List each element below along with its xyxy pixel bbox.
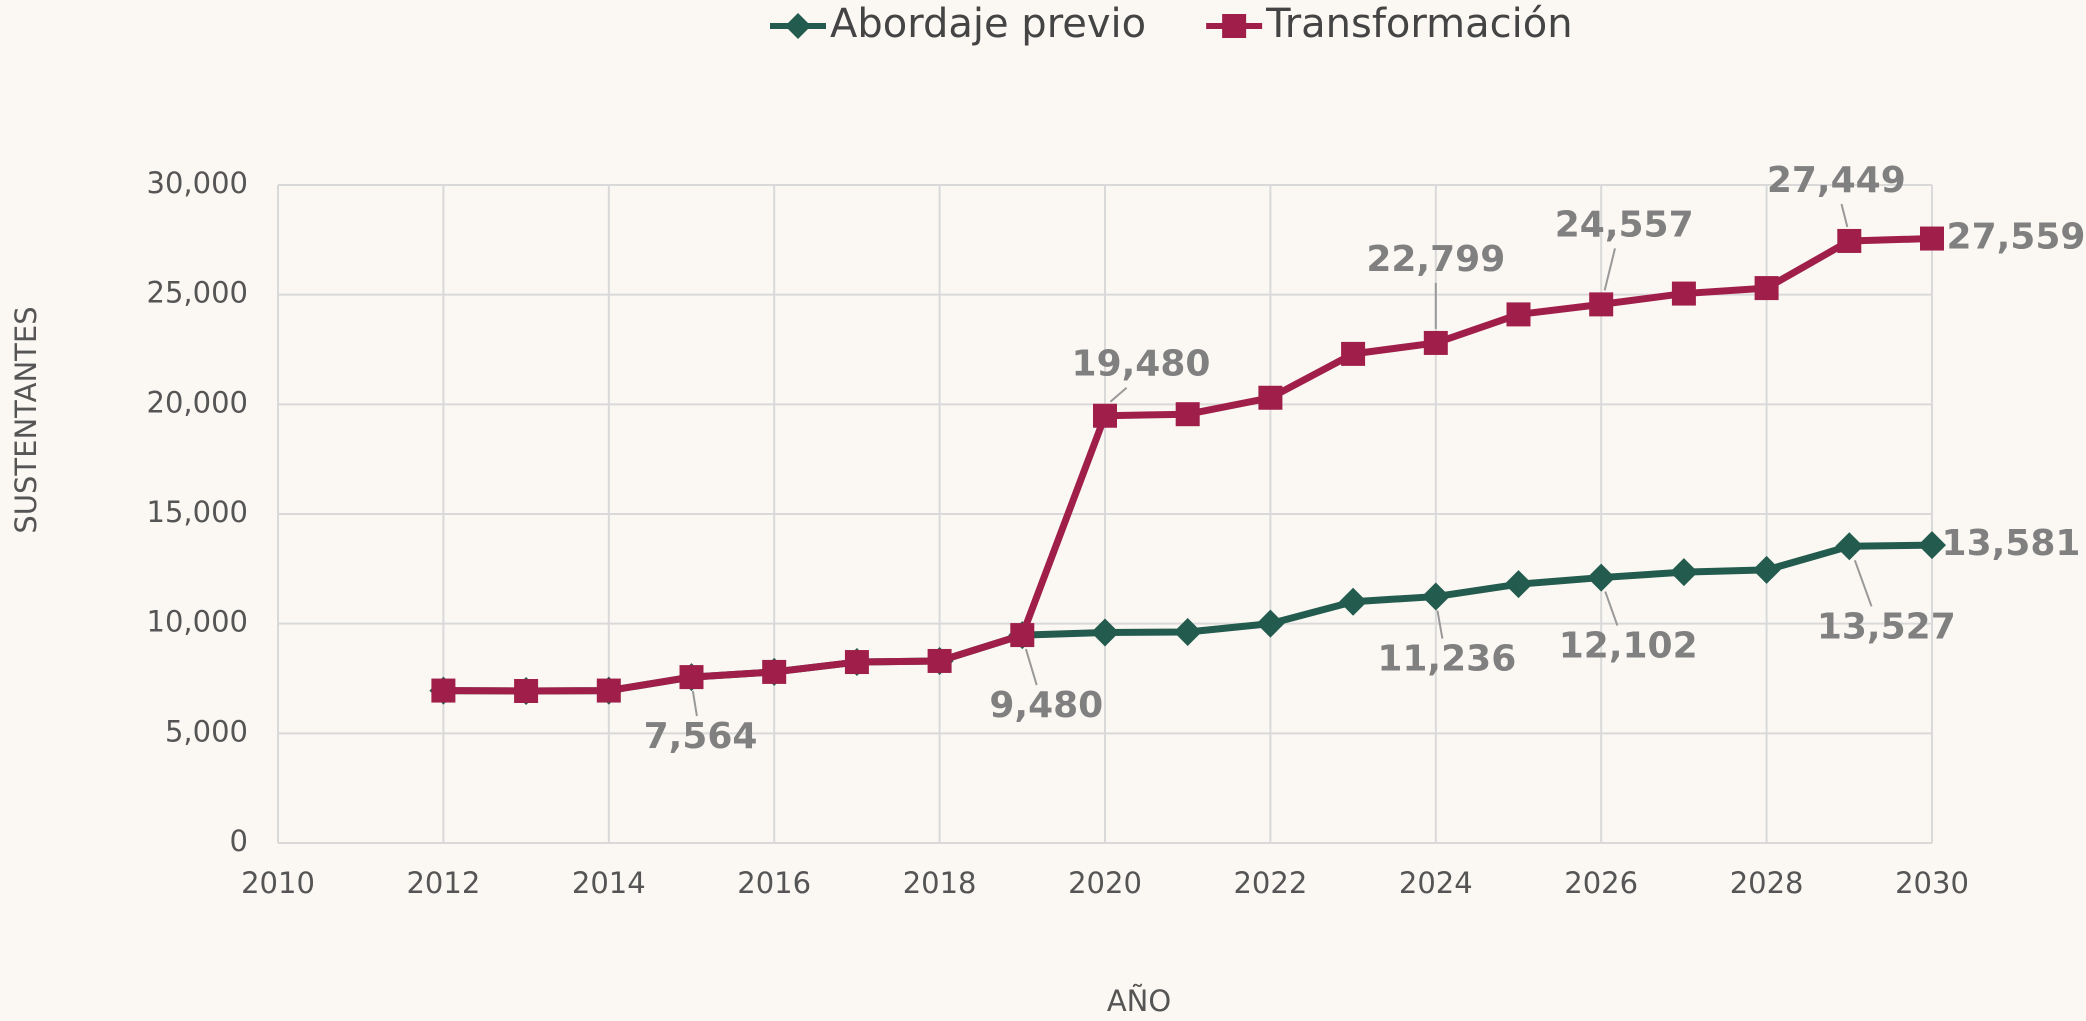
data-label: 13,581	[1942, 523, 2081, 564]
point-marker	[1258, 385, 1283, 410]
point-marker	[1173, 618, 1202, 647]
leader-line	[1436, 610, 1444, 639]
point-marker	[1504, 570, 1533, 599]
x-tick-label: 2016	[737, 866, 811, 900]
x-tick-label: 2024	[1399, 866, 1473, 900]
x-tick-label: 2010	[241, 866, 315, 900]
point-marker	[679, 665, 704, 690]
x-tick-label: 2030	[1895, 866, 1969, 900]
y-tick-label: 5,000	[165, 714, 248, 748]
leader-line	[691, 690, 698, 717]
point-marker	[1669, 558, 1698, 587]
point-marker	[1256, 609, 1285, 638]
data-label: 19,480	[1072, 344, 1211, 385]
y-axis-title: SUSTENTANTES	[9, 306, 43, 533]
y-tick-label: 10,000	[147, 605, 248, 639]
point-marker	[1010, 623, 1035, 648]
data-label: 12,102	[1559, 626, 1698, 667]
point-marker	[596, 678, 621, 703]
point-marker	[1175, 402, 1200, 427]
legend-marker	[1222, 14, 1247, 38]
data-label: 11,236	[1377, 639, 1516, 680]
x-axis-title: AÑO	[1107, 984, 1171, 1018]
x-tick-label: 2018	[903, 866, 977, 900]
data-label: 27,449	[1767, 160, 1906, 201]
point-marker	[1587, 563, 1616, 592]
x-tick-label: 2022	[1233, 866, 1307, 900]
point-marker	[1835, 532, 1864, 561]
point-marker	[431, 678, 456, 703]
leader-line	[1604, 591, 1619, 626]
x-tick-label: 2014	[572, 866, 646, 900]
point-marker	[514, 679, 539, 704]
y-tick-label: 0	[230, 824, 248, 858]
y-tick-label: 20,000	[147, 385, 248, 419]
leader-line	[1853, 559, 1873, 607]
y-tick-label: 15,000	[147, 495, 248, 529]
data-label: 7,564	[644, 716, 758, 757]
y-tick-label: 30,000	[147, 166, 248, 200]
point-marker	[1920, 226, 1944, 251]
leader-line	[1109, 386, 1128, 403]
legend-label: Abordaje previo	[830, 1, 1146, 47]
data-label: 22,799	[1366, 239, 1505, 280]
point-marker	[844, 650, 869, 675]
point-marker	[1339, 587, 1368, 616]
x-tick-label: 2012	[406, 866, 480, 900]
y-tick-label: 25,000	[147, 276, 248, 310]
x-tick-label: 2028	[1730, 866, 1804, 900]
point-marker	[1506, 302, 1531, 327]
point-marker	[1423, 330, 1448, 355]
legend-marker	[785, 13, 811, 39]
leader-line	[1024, 648, 1038, 686]
leader-line	[1840, 203, 1849, 228]
data-label: 24,557	[1555, 204, 1694, 245]
point-marker	[1671, 281, 1696, 306]
leader-line	[1603, 248, 1616, 291]
point-marker	[927, 648, 952, 673]
point-marker	[1091, 618, 1119, 647]
x-tick-label: 2026	[1564, 866, 1638, 900]
data-label: 13,527	[1817, 606, 1956, 647]
data-label: 9,480	[989, 685, 1103, 726]
data-label: 27,559	[1947, 217, 2086, 258]
point-marker	[1421, 582, 1450, 611]
point-marker	[1752, 555, 1781, 584]
point-marker	[1837, 228, 1862, 253]
point-marker	[1093, 403, 1117, 428]
point-marker	[1918, 531, 1946, 560]
point-marker	[1341, 341, 1366, 366]
x-tick-label: 2020	[1068, 866, 1142, 900]
point-marker	[762, 659, 787, 684]
legend-label: Transformación	[1265, 1, 1572, 47]
point-marker	[1589, 292, 1614, 317]
point-marker	[1754, 276, 1779, 301]
